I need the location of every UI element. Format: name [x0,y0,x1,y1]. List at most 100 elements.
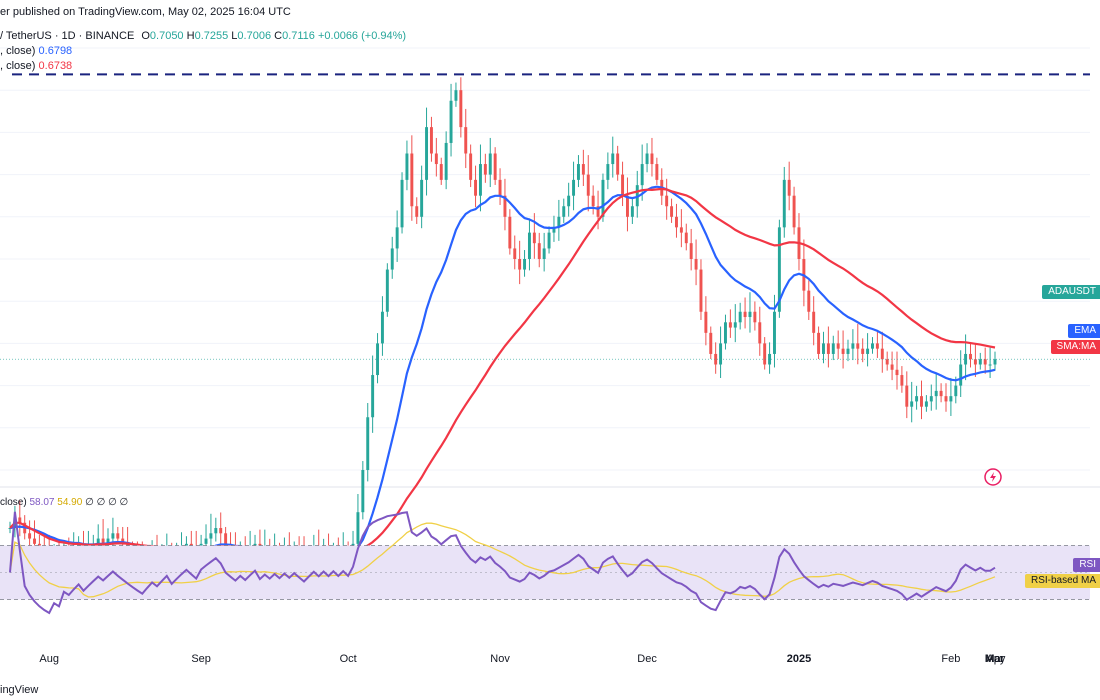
candle-body [116,533,120,539]
candle-body [596,206,600,217]
candle-body [572,179,576,196]
candle-body [920,396,923,407]
sma-tag: SMA:MA [1050,340,1100,354]
sma-line [9,187,996,552]
candle-body [812,311,816,333]
candle-body [464,127,468,154]
candle-body [106,538,110,544]
candle-body [944,396,948,402]
candle-body [552,227,556,233]
candle-body [488,153,492,175]
candle-body [474,179,478,196]
candle-body [111,533,115,539]
symbol-line: / TetherUS · 1D · BINANCE O0.7050 H0.725… [0,30,406,42]
candle-body [826,343,830,354]
candle-body [96,538,100,544]
candle-body [513,248,517,259]
candle-body [434,153,438,165]
x-tick-label: May [985,653,1006,665]
rsi-ma-tag: RSI-based MA [1024,574,1100,588]
candle-body [689,243,693,259]
candle-body [640,164,644,186]
candle-body [214,528,218,534]
candle-body [679,227,683,233]
candle-body [866,348,870,354]
symbol-name: / TetherUS · 1D · BINANCE [0,30,135,42]
candle-body [684,232,688,244]
candle-body [871,343,874,349]
candle-body [699,269,703,312]
candle-body [630,206,634,217]
candle-body [949,396,953,402]
rsi-legend: close) 58.07 54.90 ∅ ∅ ∅ ∅ [0,497,129,508]
candle-body [444,142,448,180]
candle-body [763,343,767,365]
ohlc-change: +0.0066 (+0.94%) [317,30,407,42]
candle-body [469,153,473,180]
candle-body [523,259,527,270]
x-tick-label: Apr [986,653,1003,665]
candle-body [973,359,977,365]
candle-body [773,311,776,354]
x-tick-label: Sep [191,653,211,665]
candle-body [557,216,561,228]
candle-body [704,311,708,333]
candle-body [405,153,409,180]
candle-body [807,290,811,312]
candle-body [356,512,360,544]
published-line: er published on TradingView.com, May 02,… [0,6,291,18]
candle-body [611,153,615,165]
candle-body [743,311,747,318]
ema-legend: , close) 0.6798 [0,45,73,57]
candle-body [449,100,453,143]
candle-body [527,232,531,259]
candle-body [988,364,992,366]
candle-body [380,311,384,344]
x-tick-label: Mar [986,653,1005,665]
candle-body [851,343,855,349]
candle-body [924,401,928,407]
candle-body [856,343,860,349]
candle-body [674,216,678,228]
candle-body [601,179,605,217]
candle-body [709,332,713,354]
candle-body [822,343,825,354]
candle-body [993,359,997,365]
rsi-tag: RSI [1073,558,1100,572]
ohlc-close: C0.7116 [274,30,315,42]
candle-body [532,232,536,244]
candlestick-series [8,77,997,580]
x-tick-label: Aug [39,653,59,665]
candle-body [591,195,595,207]
x-tick-label: Oct [340,653,357,665]
candle-body [748,311,752,318]
candle-body [209,533,213,539]
candle-body [777,227,781,312]
candle-body [934,390,938,397]
candle-body [562,206,566,217]
candle-body [831,343,835,354]
candle-body [719,343,723,365]
candle-body [366,417,370,470]
candle-body [101,538,105,544]
candle-body [204,538,208,544]
candle-body [670,206,674,217]
candle-body [621,174,625,196]
candle-body [376,343,380,376]
candle-body [478,164,482,196]
lightning-icon[interactable] [984,468,1002,486]
candle-body [606,164,610,180]
candle-body [895,369,899,376]
candle-body [964,353,968,365]
ohlc-low: L0.7006 [231,30,272,42]
candle-body [518,259,522,270]
candle-body [915,396,919,402]
candle-body [493,153,497,180]
candle-body [939,390,943,397]
candle-body [665,195,669,207]
candle-body [400,179,404,228]
candle-body [390,248,394,270]
candle-body [978,359,982,365]
ema-tag: EMA [1068,324,1100,338]
